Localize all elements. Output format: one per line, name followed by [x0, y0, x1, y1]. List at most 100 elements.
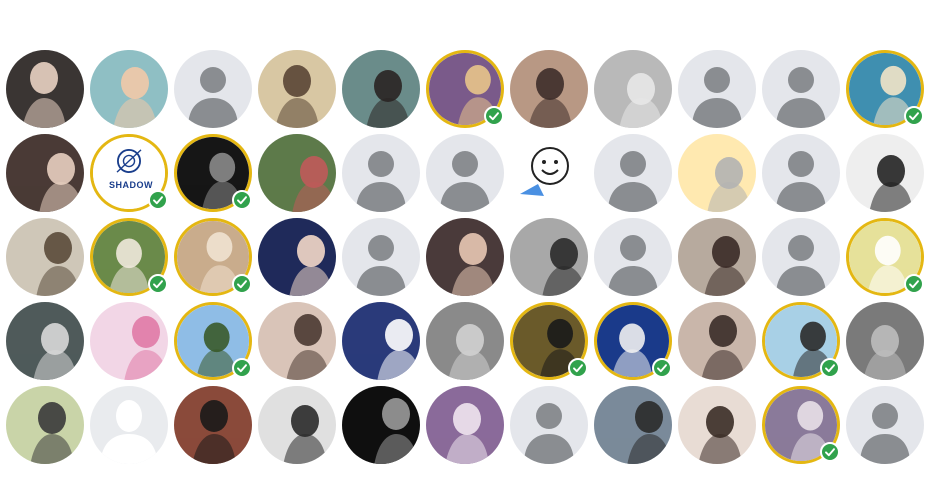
photo-icon: [258, 386, 336, 464]
friend-avatar[interactable]: [6, 218, 84, 296]
photo-icon: [678, 302, 756, 380]
friend-avatar[interactable]: [426, 218, 504, 296]
photo-icon: [258, 50, 336, 128]
photo-icon: [258, 134, 336, 212]
friend-avatar[interactable]: [846, 134, 924, 212]
photo-icon: [510, 50, 588, 128]
verified-check-icon: [820, 358, 840, 378]
friend-avatar[interactable]: [258, 302, 336, 380]
friend-avatar[interactable]: [846, 386, 924, 464]
verified-check-icon: [652, 358, 672, 378]
photo-icon: [6, 386, 84, 464]
friend-avatar[interactable]: [678, 218, 756, 296]
photo-icon: [258, 302, 336, 380]
friend-avatar[interactable]: [762, 134, 840, 212]
default-profile-icon: [174, 50, 252, 128]
photo-icon: [510, 218, 588, 296]
photo-icon: [90, 50, 168, 128]
default-profile-icon: [426, 134, 504, 212]
photo-icon: [426, 386, 504, 464]
friend-avatar[interactable]: [594, 386, 672, 464]
verified-check-icon: [820, 442, 840, 462]
friend-avatar[interactable]: [174, 50, 252, 128]
friend-avatar[interactable]: [342, 134, 420, 212]
verified-check-icon: [904, 106, 924, 126]
default-profile-icon: [846, 386, 924, 464]
friend-avatar[interactable]: [762, 50, 840, 128]
friend-avatar[interactable]: [342, 50, 420, 128]
friend-avatar[interactable]: [762, 386, 840, 464]
photo-icon: [846, 302, 924, 380]
photo-icon: [594, 386, 672, 464]
friend-avatar[interactable]: [594, 218, 672, 296]
default-profile-icon: [594, 134, 672, 212]
photo-icon: [174, 386, 252, 464]
verified-check-icon: [148, 190, 168, 210]
friend-avatar[interactable]: [678, 134, 756, 212]
verified-check-icon: [484, 106, 504, 126]
friend-avatar[interactable]: [6, 134, 84, 212]
friend-avatar[interactable]: [426, 302, 504, 380]
photo-icon: [678, 134, 756, 212]
photo-icon: [342, 302, 420, 380]
friend-avatar[interactable]: [762, 218, 840, 296]
photo-icon: [426, 302, 504, 380]
photo-icon: [678, 386, 756, 464]
verified-check-icon: [232, 358, 252, 378]
friend-avatar[interactable]: [6, 302, 84, 380]
friend-avatar[interactable]: [342, 386, 420, 464]
verified-check-icon: [232, 274, 252, 294]
friend-avatar[interactable]: [594, 134, 672, 212]
friend-avatar[interactable]: [258, 386, 336, 464]
default-profile-icon: [510, 386, 588, 464]
friend-avatar[interactable]: [510, 50, 588, 128]
logo-text: SHADOW: [109, 180, 153, 190]
friend-avatar[interactable]: [342, 218, 420, 296]
friend-avatar[interactable]: [174, 386, 252, 464]
default-profile-icon: [594, 218, 672, 296]
default-profile-icon: [678, 50, 756, 128]
friend-avatar[interactable]: [678, 50, 756, 128]
verified-check-icon: [148, 274, 168, 294]
photo-icon: [6, 302, 84, 380]
default-profile-icon: [762, 134, 840, 212]
default-profile-icon: [762, 50, 840, 128]
friend-avatar[interactable]: [594, 50, 672, 128]
default-profile-icon: [342, 218, 420, 296]
photo-icon: [678, 218, 756, 296]
friend-avatar[interactable]: [426, 134, 504, 212]
friend-avatar[interactable]: [510, 386, 588, 464]
photo-icon: [342, 50, 420, 128]
friend-avatar[interactable]: [6, 386, 84, 464]
friend-avatar[interactable]: [258, 218, 336, 296]
friend-avatar[interactable]: [678, 386, 756, 464]
photo-icon: [6, 134, 84, 212]
photo-icon: [846, 134, 924, 212]
friend-avatar[interactable]: [678, 302, 756, 380]
verified-check-icon: [568, 358, 588, 378]
photo-icon: [6, 50, 84, 128]
default-profile-icon: [762, 218, 840, 296]
friend-avatar[interactable]: [846, 302, 924, 380]
verified-check-icon: [232, 190, 252, 210]
friend-avatar[interactable]: [510, 134, 588, 212]
friend-avatar[interactable]: [90, 50, 168, 128]
friend-avatar[interactable]: [342, 302, 420, 380]
friend-avatar[interactable]: [510, 218, 588, 296]
silhouette-icon: [90, 386, 168, 464]
default-profile-icon: [342, 134, 420, 212]
photo-icon: [258, 218, 336, 296]
sticker-icon: [510, 134, 588, 212]
photo-icon: [426, 218, 504, 296]
photo-icon: [6, 218, 84, 296]
friend-avatar[interactable]: [6, 50, 84, 128]
friend-avatar[interactable]: [258, 134, 336, 212]
friend-avatar[interactable]: [90, 302, 168, 380]
friend-avatar[interactable]: [426, 386, 504, 464]
photo-icon: [594, 50, 672, 128]
photo-icon: [765, 389, 837, 461]
friend-avatar[interactable]: [90, 386, 168, 464]
verified-check-icon: [904, 274, 924, 294]
friend-avatar[interactable]: [258, 50, 336, 128]
